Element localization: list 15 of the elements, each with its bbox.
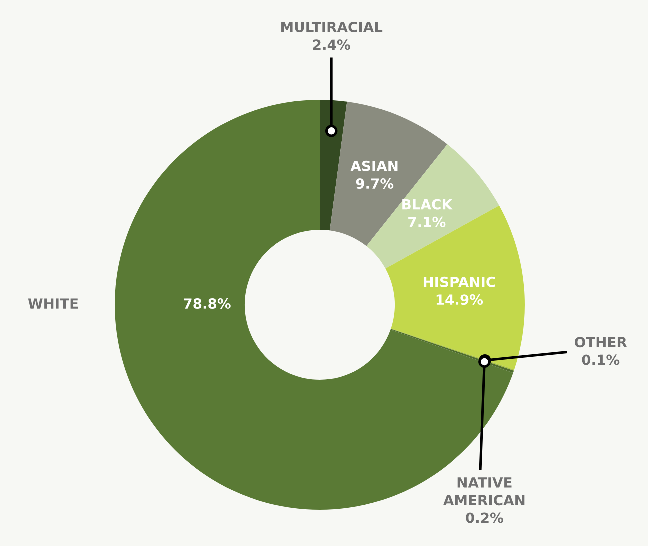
data-label: 14.9%	[436, 294, 484, 306]
data-label: 78.8%	[184, 298, 231, 310]
slice-label: WHITE	[28, 298, 78, 309]
slice-label: BLACK	[402, 199, 453, 210]
donut-slice	[320, 100, 348, 231]
data-label: 2.4%	[313, 40, 350, 50]
data-label: 0.2%	[466, 512, 504, 524]
slice-label: HISPANIC	[424, 276, 496, 288]
slice-label: MULTIRACIAL	[282, 22, 383, 32]
slice-label: ASIAN	[350, 160, 398, 172]
data-label: 0.1%	[582, 354, 620, 366]
data-label: 9.7%	[356, 178, 394, 190]
slice-label: OTHER	[575, 337, 628, 348]
data-label: 7.1%	[408, 216, 446, 228]
slice-label: NATIVE AMERICAN	[444, 478, 525, 506]
